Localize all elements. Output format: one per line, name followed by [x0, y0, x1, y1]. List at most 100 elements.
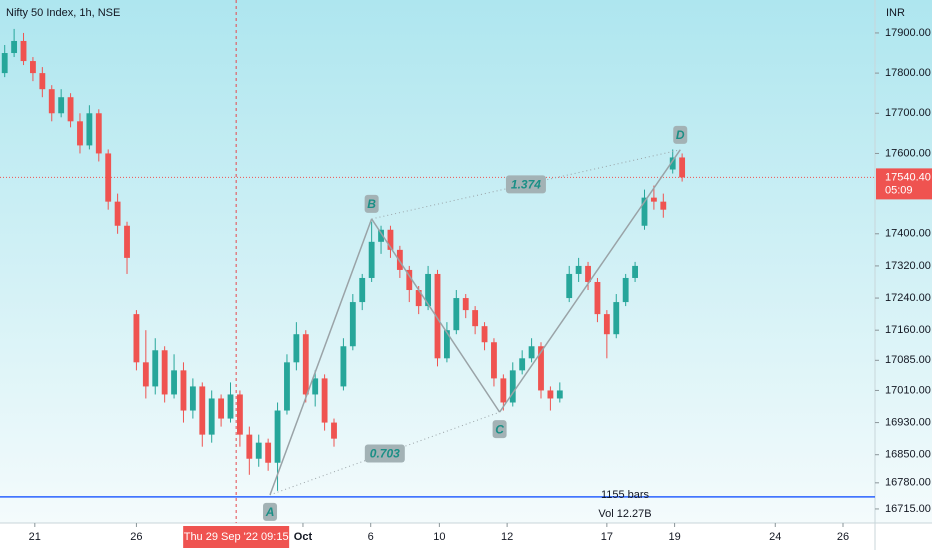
candle-body: [528, 346, 535, 359]
candle-body: [30, 61, 36, 74]
pattern-leg: [269, 218, 373, 496]
y-tick-label: 17010.00: [885, 384, 931, 396]
y-tick-label: 17085.00: [885, 354, 931, 366]
candle-body: [302, 334, 309, 395]
candle-body: [396, 249, 403, 270]
x-tick-label: 21: [29, 531, 41, 543]
candle-body: [613, 302, 620, 335]
candle-body: [660, 201, 667, 210]
candle-body: [641, 197, 648, 226]
candle-body: [11, 40, 18, 54]
candle-body: [227, 394, 234, 419]
time-axis: [0, 523, 932, 550]
candle-body: [208, 398, 215, 435]
y-tick-label: 16780.00: [885, 477, 931, 489]
candle-body: [152, 350, 159, 387]
candle-body: [48, 89, 55, 114]
ratio-label: 0.703: [370, 447, 400, 461]
y-tick-label: 17320.00: [885, 260, 931, 272]
currency: INR: [886, 7, 905, 19]
candle-body: [265, 442, 272, 463]
candle-body: [161, 350, 168, 395]
plot-background: [0, 0, 932, 523]
candle-body: [491, 342, 497, 379]
x-tick-label: 12: [501, 531, 513, 543]
candle-body: [255, 442, 262, 459]
candle-body: [274, 410, 281, 463]
y-tick-label: 16850.00: [885, 449, 931, 461]
candle-body: [519, 358, 526, 371]
candle-body: [77, 121, 83, 146]
candle-body: [133, 314, 140, 363]
candle-body: [603, 314, 610, 335]
y-tick-label: 17600.00: [885, 147, 931, 159]
candle-body: [434, 273, 441, 359]
candle-body: [1, 53, 8, 74]
candle-body: [171, 370, 177, 395]
y-tick-label: 17700.00: [885, 107, 931, 119]
point-box: [364, 194, 379, 213]
y-tick-label: 17900.00: [885, 27, 931, 39]
candle-body: [312, 378, 319, 395]
crosshair-label-box: [183, 526, 290, 548]
candle-body: [86, 113, 93, 146]
candle-body: [284, 362, 290, 411]
candle-body: [39, 73, 46, 90]
crosshair-label: Thu 29 Sep '22 09:15: [184, 531, 289, 543]
ratio-line: [269, 411, 500, 496]
ratio-box: [364, 444, 405, 463]
candle-body: [415, 290, 422, 307]
candle-body: [67, 97, 74, 122]
candle-body: [462, 298, 469, 311]
candle-body: [246, 434, 253, 459]
candle-body: [425, 273, 432, 307]
candle-body: [218, 398, 225, 419]
candle-body: [453, 298, 460, 331]
x-tick-label: 26: [837, 531, 849, 543]
point-label: C: [495, 422, 504, 436]
candle-body: [114, 201, 121, 226]
y-tick-label: 17400.00: [885, 228, 931, 240]
candle-body: [378, 229, 384, 242]
candle-body: [331, 422, 337, 439]
info-text: Vol 12.27B: [598, 508, 651, 520]
candle-body: [180, 370, 187, 411]
y-tick-label: 17160.00: [885, 324, 931, 336]
x-tick-label: 6: [368, 531, 374, 543]
candle-body: [95, 113, 102, 154]
chart-title: Nifty 50 Index, 1h, NSE: [6, 7, 120, 19]
candle-body: [359, 277, 366, 303]
x-tick-label: 10: [433, 531, 445, 543]
pattern-leg: [498, 149, 681, 413]
candle-body: [142, 362, 149, 387]
candle-body: [538, 346, 544, 391]
candle-body: [124, 225, 130, 258]
price-label: 17540.40: [885, 171, 931, 183]
candle-body: [632, 265, 638, 278]
ratio-label: 1.374: [511, 178, 541, 192]
point-label: A: [265, 505, 275, 519]
candle-body: [650, 197, 657, 202]
candle-body: [585, 265, 591, 282]
ratio-line: [371, 149, 681, 220]
candle-body: [556, 390, 563, 399]
x-tick-label: 24: [769, 531, 781, 543]
candle-body: [293, 334, 300, 363]
candle-body: [622, 277, 629, 303]
candle-body: [679, 157, 686, 178]
candle-body: [500, 378, 507, 403]
info-text: 1155 bars: [601, 489, 650, 501]
y-tick-label: 16930.00: [885, 416, 931, 428]
candle-body: [189, 386, 196, 411]
candle-body: [368, 241, 375, 278]
candle-body: [58, 97, 65, 114]
candle-body: [669, 157, 676, 170]
y-tick-label: 17240.00: [885, 292, 931, 304]
candle-body: [443, 330, 450, 359]
y-tick-label: 17800.00: [885, 67, 931, 79]
candle-body: [349, 302, 356, 347]
candle-body: [340, 346, 347, 387]
point-box: [263, 502, 278, 521]
x-tick-label: Oct: [294, 531, 313, 543]
